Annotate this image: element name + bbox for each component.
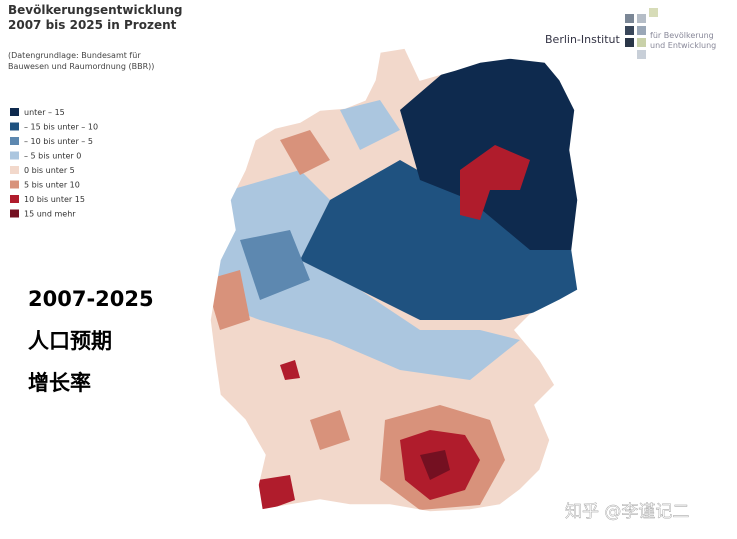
legend-label: – 5 bis unter 0 <box>24 152 81 161</box>
legend-swatch <box>10 122 19 131</box>
region <box>240 230 310 300</box>
region <box>280 360 300 380</box>
overlay-text: 人口预期 <box>28 329 112 353</box>
overlay-text: 增长率 <box>28 371 91 395</box>
legend-swatch <box>10 108 19 116</box>
legend-swatch <box>10 209 19 218</box>
region <box>210 170 520 380</box>
logo-tagline: für Bevölkerung <box>650 31 714 40</box>
map-title: Bevölkerungsentwicklung <box>8 3 183 17</box>
source: (Datengrundlage: Bundesamt für <box>8 51 141 60</box>
region <box>310 410 350 450</box>
legend-swatch <box>10 180 19 189</box>
legend-label: 5 bis unter 10 <box>24 181 80 190</box>
source: Bauwesen und Raumordnung (BBR)) <box>8 62 154 71</box>
logo: Berlin-Institut für Bevölkerung und Entw… <box>545 8 716 59</box>
region <box>460 145 530 220</box>
region <box>340 100 400 150</box>
logo-tagline: und Entwicklung <box>650 41 716 50</box>
legend-label: – 15 bis unter – 10 <box>24 123 98 132</box>
legend-label: 10 bis unter 15 <box>24 195 85 204</box>
map-title: 2007 bis 2025 in Prozent <box>8 18 177 32</box>
legend-swatch <box>10 151 19 160</box>
region <box>258 475 295 512</box>
watermark: 知乎 @李谨记二 <box>565 502 689 522</box>
region <box>280 130 330 175</box>
legend-swatch <box>10 166 19 174</box>
regions <box>210 48 578 512</box>
legend-label: – 10 bis unter – 5 <box>24 137 93 146</box>
legend-swatch <box>10 195 19 203</box>
logo-name: Berlin-Institut <box>545 33 620 46</box>
legend-label: unter – 15 <box>24 108 65 117</box>
legend-label: 0 bis unter 5 <box>24 166 75 175</box>
overlay-text: 2007-2025 <box>28 287 154 311</box>
legend: unter – 15 – 15 bis unter – 10 – 10 bis un… <box>10 108 98 219</box>
legend-swatch <box>10 137 19 145</box>
region <box>420 450 450 480</box>
legend-label: 15 und mehr <box>24 210 76 219</box>
region <box>300 160 578 320</box>
